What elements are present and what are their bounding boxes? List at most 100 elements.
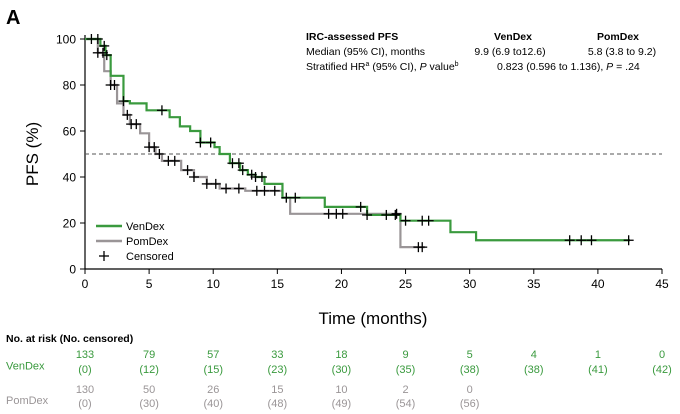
censor-mark-pomdex	[391, 208, 402, 219]
risk-at-risk-value: 26	[207, 384, 219, 396]
risk-row-label: VenDex	[6, 361, 45, 373]
legend-label-vendex: VenDex	[126, 221, 165, 233]
risk-at-risk-value: 133	[76, 349, 94, 361]
censor-mark-pomdex	[182, 165, 193, 176]
censor-mark-pomdex	[97, 47, 108, 58]
censor-mark-vendex	[256, 172, 267, 182]
censor-mark-vendex	[237, 165, 248, 176]
x-tick-label: 30	[463, 277, 477, 291]
censor-mark-pomdex	[417, 242, 428, 253]
risk-censored-value: (38)	[460, 364, 480, 376]
risk-censored-value: (30)	[139, 398, 159, 410]
censor-mark-vendex	[586, 235, 597, 246]
censor-mark-vendex	[205, 137, 216, 148]
x-tick-label: 35	[527, 277, 541, 291]
legend: VenDex PomDex Censored	[96, 221, 174, 263]
y-tick-label: 20	[63, 217, 77, 231]
risk-censored-value: (56)	[460, 398, 480, 410]
censor-mark-vendex	[355, 201, 366, 212]
risk-censored-value: (42)	[652, 364, 672, 376]
risk-censored-value: (38)	[524, 364, 544, 376]
censor-mark-vendex	[290, 192, 301, 203]
censor-mark-pomdex	[233, 183, 244, 194]
censor-mark-pomdex	[169, 155, 180, 166]
median-pomdex: 5.8 (3.8 to 9.2)	[588, 46, 656, 58]
axes: 0 20 40 60 80 100 0 5 10 15 20 25 30 35 40 45	[56, 33, 669, 292]
censor-mark-vendex	[281, 192, 292, 203]
y-tick-label: 40	[63, 171, 77, 185]
risk-censored-value: (0)	[78, 364, 91, 376]
risk-at-risk-value: 5	[467, 349, 473, 361]
hr-label: Stratified HRa (95% CI), P valueb	[306, 61, 459, 73]
risk-at-risk-value: 0	[467, 384, 473, 396]
censor-mark-vendex	[233, 158, 244, 169]
y-tick-label: 0	[69, 263, 76, 277]
risk-at-risk-value: 10	[335, 384, 347, 396]
censor-mark-vendex	[362, 209, 373, 220]
risk-censored-value: (30)	[332, 364, 352, 376]
risk-table: VenDex 133 (0) 79 (12) 57 (15) 33 (23) 18 (30) 9 (35…	[6, 349, 672, 410]
censor-mark-vendex	[156, 105, 167, 116]
risk-at-risk-value: 1	[595, 349, 601, 361]
risk-at-risk-value: 130	[76, 384, 94, 396]
risk-at-risk-value: 57	[207, 349, 219, 361]
censor-mark-pomdex	[109, 80, 120, 90]
censor-mark-pomdex	[337, 208, 348, 219]
risk-at-risk-value: 15	[271, 384, 283, 396]
risk-censored-value: (35)	[396, 364, 416, 376]
censor-mark-pomdex	[131, 119, 142, 130]
x-tick-label: 25	[399, 277, 413, 291]
risk-censored-value: (54)	[396, 398, 416, 410]
y-tick-label: 80	[63, 79, 77, 93]
censor-mark-pomdex	[269, 185, 280, 196]
censor-mark-pomdex	[154, 149, 165, 159]
x-tick-label: 15	[271, 277, 285, 291]
censor-mark-vendex	[390, 209, 401, 220]
censor-mark-pomdex	[201, 178, 212, 189]
summary-header-pomdex: PomDex	[597, 31, 639, 43]
panel-label: A	[6, 7, 20, 29]
censor-mark-vendex	[400, 215, 411, 226]
risk-row-label: PomDex	[6, 395, 49, 407]
risk-censored-value: (15)	[203, 364, 223, 376]
censor-mark-pomdex	[259, 185, 270, 196]
censor-mark-vendex	[381, 209, 392, 220]
risk-at-risk-value: 4	[531, 349, 537, 361]
x-tick-label: 5	[146, 277, 153, 291]
censor-mark-vendex	[576, 235, 587, 246]
censor-mark-vendex	[99, 40, 110, 51]
censor-mark-pomdex	[149, 142, 160, 153]
risk-censored-value: (0)	[78, 398, 91, 410]
y-tick-label: 100	[56, 33, 76, 47]
x-tick-label: 40	[591, 277, 605, 291]
risk-at-risk-value: 33	[271, 349, 283, 361]
censor-mark-vendex	[118, 96, 129, 107]
censor-mark-pomdex	[210, 178, 221, 189]
risk-at-risk-value: 50	[143, 384, 155, 396]
y-axis-label: PFS (%)	[23, 122, 42, 186]
censor-mark-vendex	[195, 137, 206, 148]
censor-mark-pomdex	[188, 172, 199, 182]
censor-mark-vendex	[92, 34, 103, 44]
risk-censored-value: (49)	[332, 398, 352, 410]
x-tick-label: 45	[655, 277, 669, 291]
risk-censored-value: (12)	[139, 364, 159, 376]
median-vendex: 9.9 (6.9 to12.6)	[474, 46, 545, 58]
risk-at-risk-value: 9	[402, 349, 408, 361]
x-tick-label: 0	[82, 277, 89, 291]
legend-label-censored: Censored	[126, 251, 174, 263]
censor-mark-vendex	[564, 235, 575, 246]
summary-table: IRC-assessed PFS VenDex PomDex Median (9…	[306, 31, 656, 73]
censor-mark-pomdex	[122, 109, 133, 120]
summary-header-vendex: VenDex	[494, 31, 532, 43]
risk-censored-value: (48)	[268, 398, 288, 410]
x-axis-label: Time (months)	[319, 309, 428, 328]
risk-table-title: No. at risk (No. censored)	[6, 333, 133, 345]
x-tick-label: 20	[335, 277, 349, 291]
risk-censored-value: (23)	[268, 364, 288, 376]
censor-mark-vendex	[623, 235, 634, 246]
risk-censored-value: (41)	[588, 364, 608, 376]
risk-at-risk-value: 18	[335, 349, 347, 361]
